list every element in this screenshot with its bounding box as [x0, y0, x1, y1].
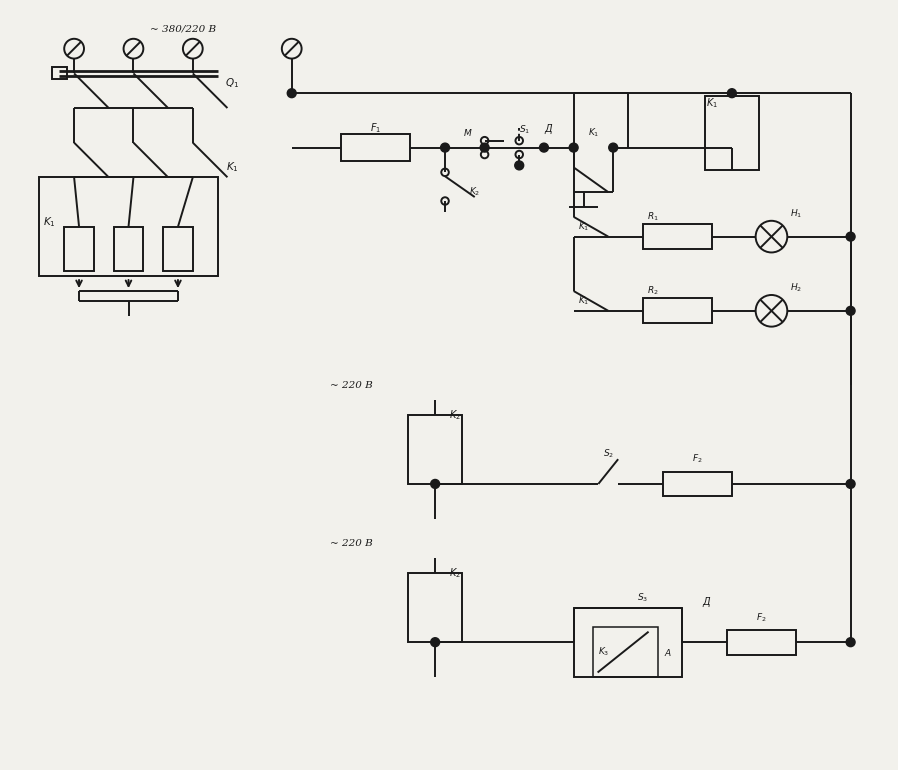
Bar	[341, 134, 410, 162]
Text: ~ 220 В: ~ 220 В	[330, 539, 373, 547]
Text: $S_2$: $S_2$	[603, 448, 614, 460]
Text: $A$: $A$	[664, 647, 672, 658]
Text: $F_1$: $F_1$	[370, 121, 382, 135]
Circle shape	[431, 638, 440, 647]
Circle shape	[431, 480, 440, 488]
Bar	[643, 299, 712, 323]
Circle shape	[846, 480, 855, 488]
Circle shape	[569, 143, 578, 152]
Text: $M$: $M$	[463, 127, 472, 139]
Text: $K_1$: $K_1$	[226, 160, 239, 174]
Text: $H_2$: $H_2$	[790, 282, 802, 294]
Bar	[594, 628, 657, 677]
Text: $H_1$: $H_1$	[790, 208, 802, 220]
Circle shape	[515, 161, 524, 170]
Bar	[65, 226, 94, 271]
Text: $Q_1$: $Q_1$	[225, 76, 240, 90]
Circle shape	[609, 143, 618, 152]
Circle shape	[846, 638, 855, 647]
Circle shape	[540, 143, 549, 152]
Bar	[727, 630, 797, 654]
Text: $\mathit{Д}$: $\mathit{Д}$	[702, 596, 712, 609]
Circle shape	[441, 143, 450, 152]
Circle shape	[480, 143, 489, 152]
Text: ~ 220 В: ~ 220 В	[330, 380, 373, 390]
Bar	[408, 573, 462, 642]
Text: $R_1$: $R_1$	[647, 210, 658, 223]
Bar	[114, 226, 144, 271]
Circle shape	[727, 89, 736, 98]
Text: $K_2$: $K_2$	[469, 186, 480, 199]
Bar	[574, 608, 682, 677]
Bar	[40, 177, 217, 276]
Circle shape	[846, 233, 855, 241]
Bar	[663, 471, 732, 497]
Text: $S_3$: $S_3$	[638, 591, 648, 604]
Text: $K_3$: $K_3$	[597, 646, 609, 658]
Bar	[643, 224, 712, 249]
Text: $\mathit{Д}$: $\mathit{Д}$	[544, 123, 554, 136]
Text: $K_2$: $K_2$	[449, 566, 461, 580]
Text: $K_1$: $K_1$	[587, 126, 599, 139]
Bar	[408, 415, 462, 484]
Text: $K_1$: $K_1$	[43, 215, 56, 229]
Bar	[705, 95, 759, 170]
Circle shape	[287, 89, 296, 98]
Text: $R_2$: $R_2$	[647, 285, 658, 297]
Text: $K_1$: $K_1$	[577, 220, 589, 233]
Bar	[52, 68, 66, 79]
Bar	[163, 226, 193, 271]
Text: $K_2$: $K_2$	[449, 408, 461, 422]
Circle shape	[846, 306, 855, 315]
Text: $K_1$: $K_1$	[577, 295, 589, 307]
Text: $F_2$: $F_2$	[692, 453, 702, 465]
Text: $S_1$: $S_1$	[518, 123, 530, 136]
Text: $K_1$: $K_1$	[706, 96, 718, 110]
Text: ~ 380/220 В: ~ 380/220 В	[150, 25, 216, 33]
Text: $F_2$: $F_2$	[756, 611, 767, 624]
